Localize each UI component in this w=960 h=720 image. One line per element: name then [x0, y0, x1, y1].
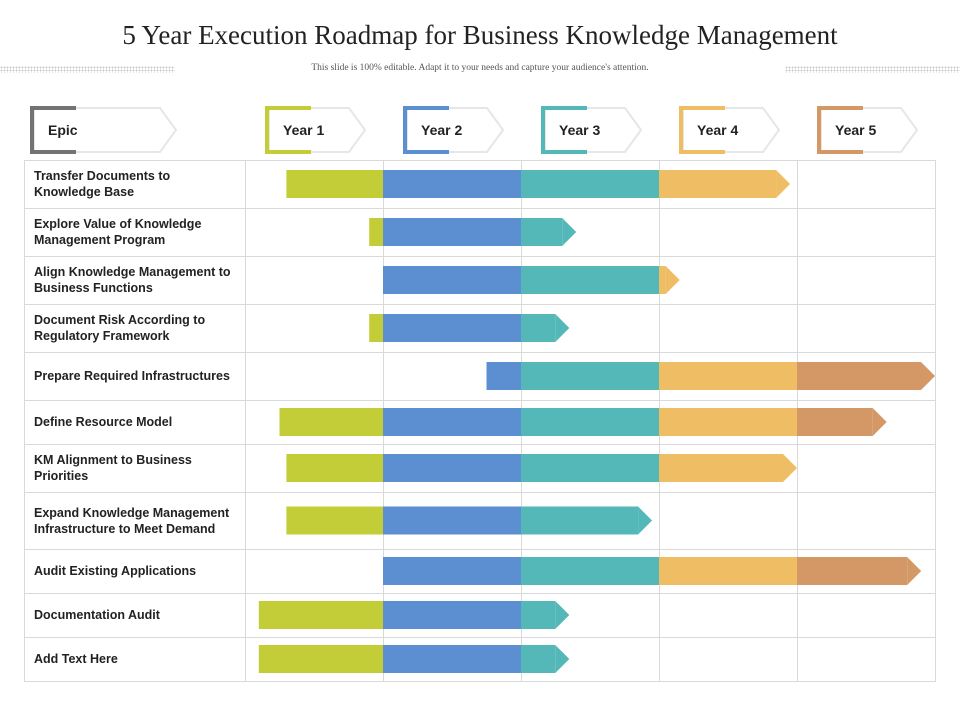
bar-segment-year-4 [659, 170, 777, 198]
bar-segment-year-4 [659, 362, 797, 390]
bar-segment-year-5 [797, 408, 873, 436]
bar-segment-year-3 [521, 506, 639, 535]
bar-segment-year-1 [279, 408, 383, 436]
bar-segment-year-2 [486, 362, 521, 390]
epic-label: Explore Value of Knowledge Management Pr… [34, 217, 202, 247]
epic-label: Expand Knowledge Management Infrastructu… [34, 505, 230, 536]
bar-segment-year-4 [659, 557, 797, 585]
year-2-header: Year 2 [401, 106, 507, 154]
bar-segment-year-1 [286, 454, 383, 482]
bar-segment-year-2 [383, 645, 521, 673]
title-dots-right [785, 66, 960, 73]
year-2-header-label: Year 2 [421, 122, 463, 138]
bar-segment-year-2 [383, 408, 521, 436]
bar-segment-year-2 [383, 266, 521, 294]
bar-segment-year-4 [659, 408, 797, 436]
bar-segment-year-3 [521, 170, 659, 198]
bar-segment-year-2 [383, 506, 521, 535]
year-1-header: Year 1 [263, 106, 369, 154]
bar-arrow-tip [555, 645, 570, 673]
bar-segment-year-5 [797, 362, 921, 390]
bar-segment-year-2 [383, 454, 521, 482]
roadmap-grid [24, 160, 936, 682]
bar-segment-year-1 [369, 218, 383, 246]
bar-segment-year-3 [521, 408, 659, 436]
bar-segment-year-3 [521, 362, 659, 390]
year-4-header: Year 4 [677, 106, 783, 154]
bar-segment-year-2 [383, 601, 521, 629]
year-5-header: Year 5 [815, 106, 921, 154]
bar-segment-year-4 [659, 454, 783, 482]
bar-arrow-tip [872, 408, 887, 436]
bar-segment-year-4 [659, 266, 666, 294]
year-4-header-label: Year 4 [697, 122, 739, 138]
year-1-header-label: Year 1 [283, 122, 325, 138]
epic-label: Define Resource Model [34, 415, 173, 429]
bar-segment-year-2 [383, 170, 521, 198]
year-3-header-label: Year 3 [559, 122, 601, 138]
bar-arrow-tip [921, 362, 935, 390]
bar-arrow-tip [776, 170, 791, 198]
bar-segment-year-1 [286, 506, 383, 535]
epic-label: Transfer Documents to Knowledge Base [34, 169, 171, 199]
epic-header: Epic [28, 106, 180, 154]
bar-arrow-tip [783, 454, 797, 482]
epic-label: Align Knowledge Management to Business F… [34, 265, 231, 295]
bar-arrow-tip [907, 557, 922, 585]
bar-segment-year-3 [521, 601, 556, 629]
bar-segment-year-1 [258, 645, 383, 673]
epic-label: Document Risk According to Regulatory Fr… [34, 313, 206, 343]
epic-label: KM Alignment to Business Priorities [34, 453, 192, 483]
epic-label: Add Text Here [34, 652, 118, 666]
bar-segment-year-3 [521, 266, 659, 294]
bar-arrow-tip [555, 314, 570, 342]
bar-segment-year-1 [369, 314, 383, 342]
year-3-header: Year 3 [539, 106, 645, 154]
bar-arrow-tip [562, 218, 577, 246]
bar-segment-year-2 [383, 218, 521, 246]
bar-arrow-tip [638, 506, 653, 535]
bar-arrow-tip [665, 266, 680, 294]
bar-segment-year-1 [258, 601, 383, 629]
bar-segment-year-3 [521, 218, 563, 246]
bar-segment-year-3 [521, 454, 659, 482]
epic-label: Documentation Audit [34, 608, 160, 622]
bar-segment-year-2 [383, 314, 521, 342]
epic-header-label: Epic [48, 122, 78, 138]
slide-subtitle: This slide is 100% editable. Adapt it to… [311, 63, 649, 73]
grid-border [24, 160, 936, 682]
bar-segment-year-3 [521, 645, 556, 673]
bar-segment-year-3 [521, 314, 556, 342]
bar-segment-year-2 [383, 557, 521, 585]
bar-segment-year-3 [521, 557, 659, 585]
year-5-header-label: Year 5 [835, 122, 877, 138]
bar-segment-year-1 [286, 170, 383, 198]
bar-segment-year-5 [797, 557, 908, 585]
slide-title: 5 Year Execution Roadmap for Business Kn… [122, 20, 838, 50]
title-dots-left [0, 66, 175, 73]
epic-label: Prepare Required Infrastructures [34, 369, 230, 383]
bar-arrow-tip [555, 601, 570, 629]
epic-label: Audit Existing Applications [34, 564, 197, 578]
